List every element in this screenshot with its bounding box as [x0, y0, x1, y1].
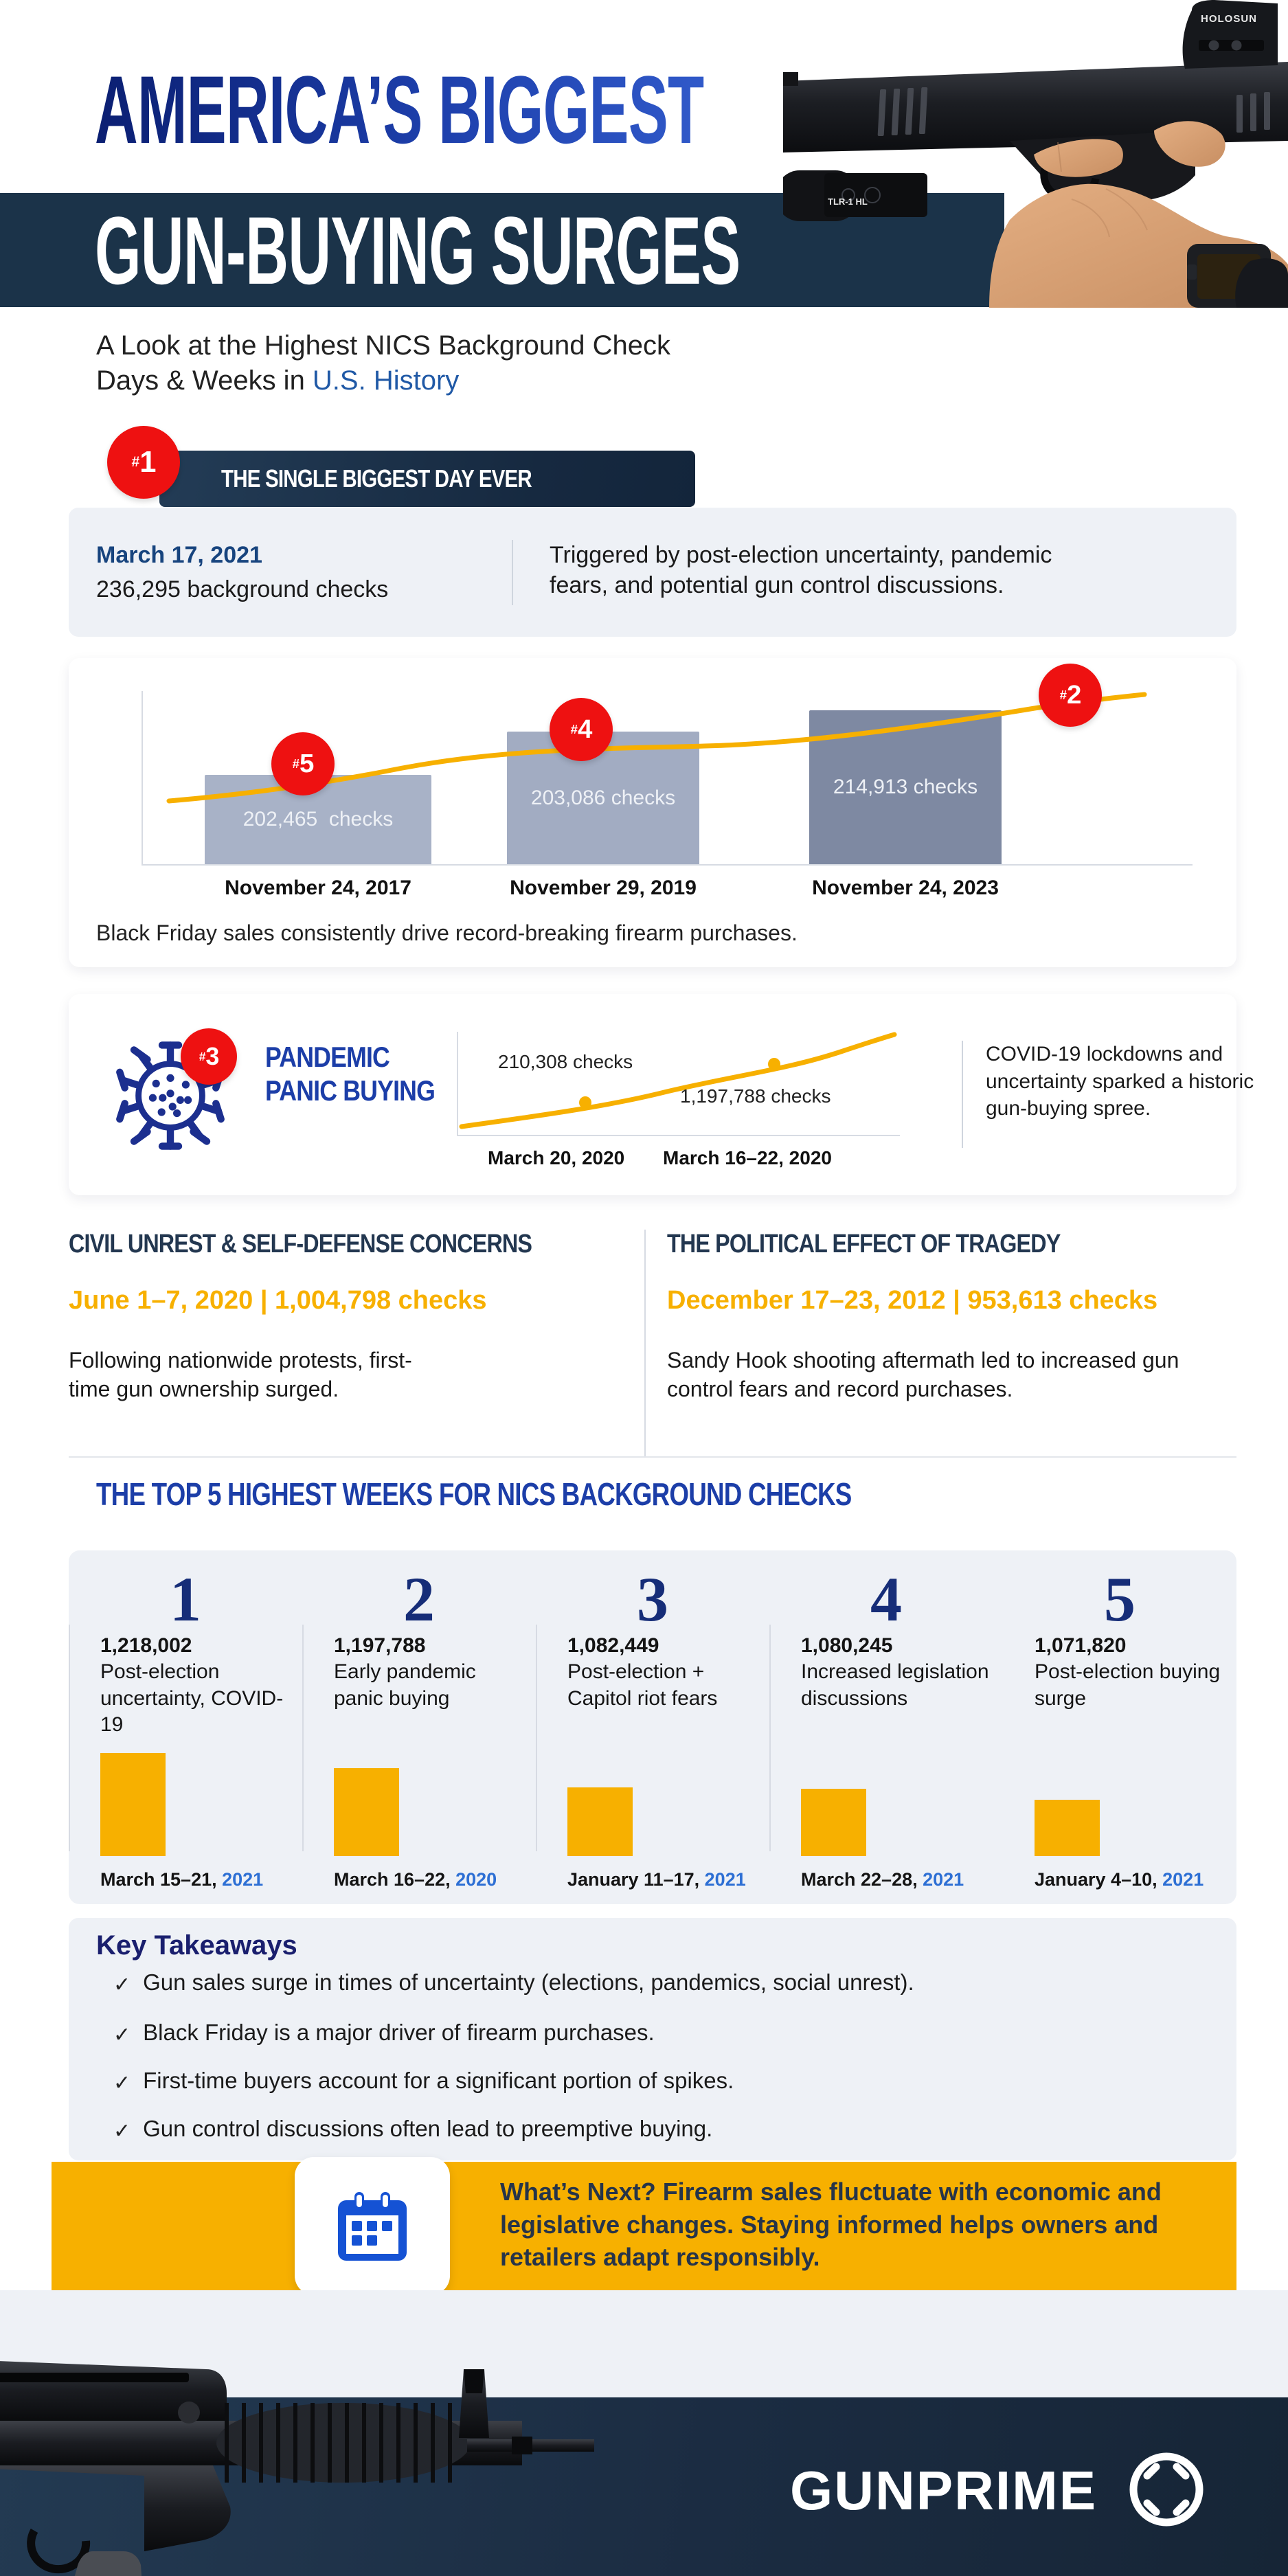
svg-text:HOLOSUN: HOLOSUN — [1201, 13, 1257, 25]
svg-text:TLR-1 HL: TLR-1 HL — [828, 196, 868, 207]
svg-text:GUNPRIME: GUNPRIME — [790, 2460, 1097, 2521]
